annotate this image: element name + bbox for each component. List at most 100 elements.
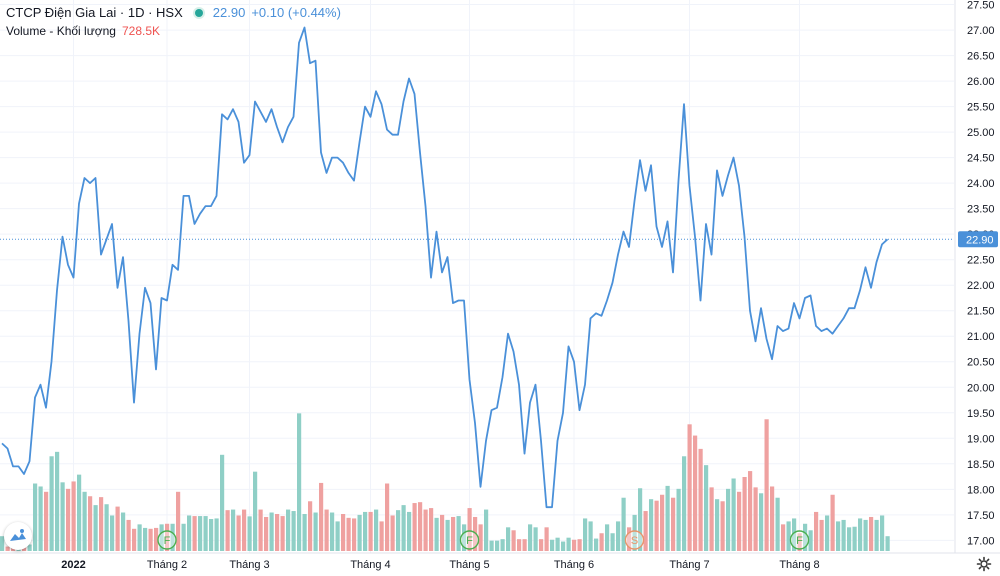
volume-bar — [38, 486, 43, 551]
volume-bar — [379, 521, 384, 551]
event-marker-circle[interactable] — [624, 530, 645, 550]
volume-bar — [220, 454, 225, 551]
volume-bar — [401, 505, 406, 551]
volume-bar — [869, 516, 874, 551]
volume-bar — [511, 530, 516, 551]
volume-bar — [704, 465, 709, 551]
event-marker-circle[interactable] — [157, 530, 177, 550]
volume-bar — [473, 516, 478, 551]
volume-bar — [517, 539, 522, 551]
grid-lines — [0, 0, 954, 553]
time-axis[interactable]: 2022 Tháng 2 Tháng 3 Tháng 4 Tháng 5 Tháng 6 T… — [0, 552, 1000, 571]
volume-bar — [561, 541, 566, 551]
price-axis[interactable]: 17.00 17.50 18.00 18.50 19.00 19.50 20.00 20.50… — [954, 0, 998, 553]
volume-bar — [852, 526, 857, 551]
price-change: +0.10 (+0.44%) — [251, 5, 341, 20]
volume-bar — [830, 494, 835, 551]
volume-bar — [797, 533, 802, 551]
volume-bar — [346, 517, 351, 551]
volume-bar — [753, 487, 758, 551]
volume-bar — [858, 518, 863, 551]
price-tick-label: 26.50 — [967, 51, 995, 63]
event-marker-circle[interactable] — [789, 530, 810, 550]
gear-icon[interactable] — [974, 554, 994, 574]
price-tick-label: 18.00 — [967, 484, 995, 496]
volume-bar — [533, 527, 538, 551]
volume-bar — [495, 540, 500, 551]
price-tick-label: 23.50 — [967, 204, 995, 216]
volume-bar — [698, 448, 703, 551]
volume-bar — [60, 482, 65, 551]
volume-bar — [654, 500, 659, 551]
volume-bar — [209, 519, 214, 551]
price-tick-label: 21.00 — [967, 331, 995, 343]
volume-bar — [781, 524, 786, 551]
price-tick-label: 25.00 — [967, 127, 995, 139]
volume-label[interactable]: Volume - Khối lượng — [6, 24, 116, 38]
volume-bar — [154, 527, 159, 551]
price-tick-label: 22.00 — [967, 280, 995, 292]
price-tick-label: 20.00 — [967, 382, 995, 394]
volume-bar — [88, 496, 93, 551]
volume-bar — [280, 516, 285, 551]
volume-bar — [555, 537, 560, 551]
tradingview-logo-icon[interactable] — [4, 522, 32, 550]
volume-bar — [649, 499, 654, 551]
volume-bar — [467, 508, 472, 551]
price-tick-label: 25.50 — [967, 102, 995, 114]
volume-bar — [33, 483, 38, 551]
volume-bar — [269, 512, 274, 551]
volume-bar — [115, 506, 120, 551]
volume-bar — [808, 530, 813, 551]
volume-bar — [445, 519, 450, 551]
volume-bar — [671, 497, 676, 551]
volume-bar — [456, 516, 461, 551]
symbol-title[interactable]: CTCP Điện Gia Lai · 1D · HSX — [6, 5, 183, 20]
price-tick-label: 17.00 — [967, 535, 995, 547]
volume-bar — [478, 524, 483, 551]
volume-bar — [676, 488, 681, 551]
volume-bar — [814, 511, 819, 551]
volume-bar — [709, 487, 714, 551]
volume-bar — [176, 491, 181, 551]
volume-bar — [566, 537, 571, 551]
volume-bar — [665, 485, 670, 551]
volume-bar — [390, 515, 395, 551]
event-marker-label: F — [796, 535, 803, 547]
chart-legend: CTCP Điện Gia Lai · 1D · HSX 22.90 +0.10… — [6, 4, 341, 40]
volume-bar — [291, 511, 296, 551]
volume-bar — [572, 539, 577, 551]
volume-bar — [264, 516, 269, 551]
time-tick-label: 2022 — [61, 559, 85, 571]
volume-bar — [599, 533, 604, 551]
volume-bar — [22, 546, 27, 551]
volume-bar — [308, 501, 313, 551]
volume-bar — [484, 509, 489, 551]
volume-bar — [335, 521, 340, 551]
volume-bar — [11, 548, 16, 551]
symbol-row: CTCP Điện Gia Lai · 1D · HSX 22.90 +0.10… — [6, 4, 341, 22]
volume-bar — [82, 491, 87, 551]
volume-bar — [396, 510, 401, 551]
price-line — [1, 26, 889, 509]
volume-bar — [341, 514, 346, 551]
volume-bar — [99, 497, 104, 551]
volume-bar — [731, 478, 736, 551]
price-tick-label: 27.50 — [967, 0, 995, 12]
volume-bar — [93, 505, 98, 551]
volume-bar — [418, 502, 423, 551]
last-price-tag-label: 22.90 — [966, 234, 994, 246]
volume-bar — [803, 523, 808, 551]
volume-bar — [742, 477, 747, 551]
volume-bar — [528, 524, 533, 551]
volume-bar — [302, 514, 307, 551]
event-marker-circle[interactable] — [459, 530, 480, 550]
volume-bar — [143, 527, 148, 551]
volume-bar — [275, 514, 280, 551]
volume-bar — [770, 486, 775, 551]
volume-bar — [412, 503, 417, 551]
volume-bar — [159, 524, 164, 551]
volume-bar — [627, 527, 632, 551]
